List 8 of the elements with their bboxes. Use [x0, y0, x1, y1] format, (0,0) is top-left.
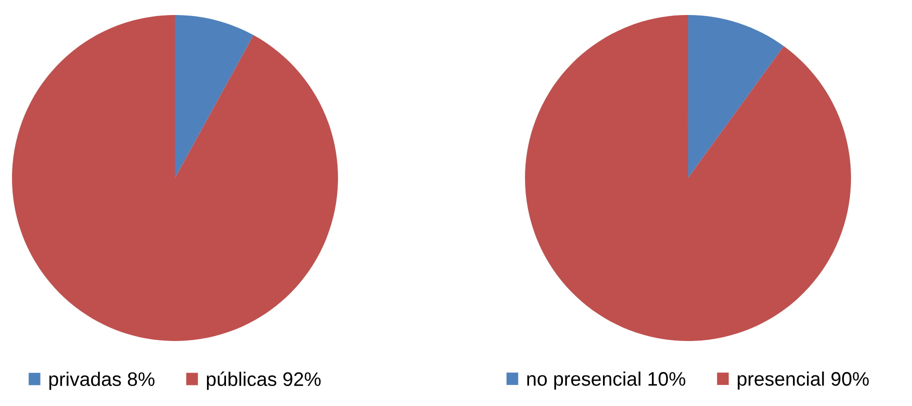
legend-label: presencial 90% — [738, 372, 869, 390]
legend-label: no presencial 10% — [527, 372, 686, 390]
legend-label: públicas 92% — [206, 372, 321, 390]
pie-slice — [525, 15, 851, 341]
pie-slice — [175, 15, 254, 178]
pie-slice — [688, 15, 784, 178]
pie-slice — [12, 15, 338, 341]
legend-label: privadas 8% — [49, 372, 154, 390]
